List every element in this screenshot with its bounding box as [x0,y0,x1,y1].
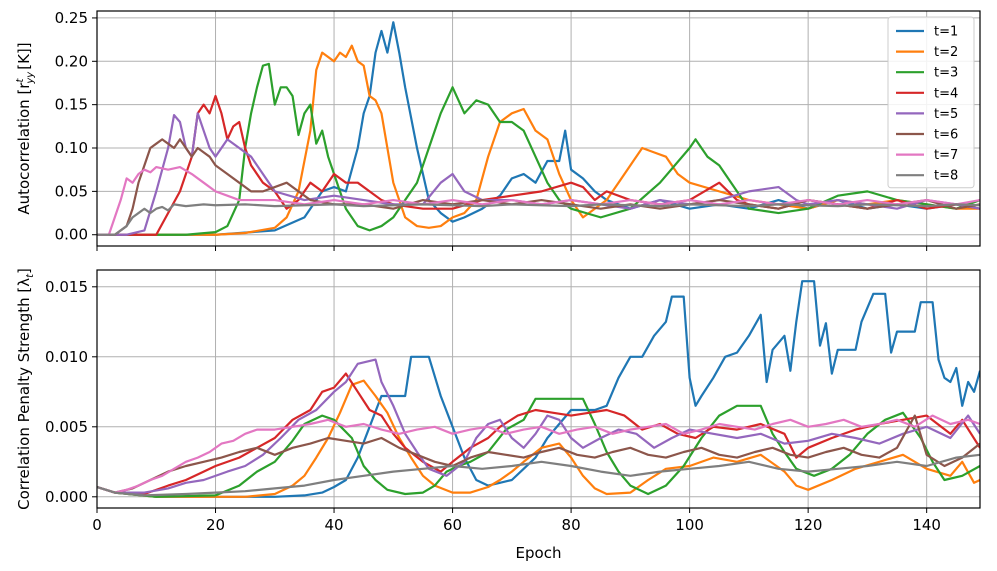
series-line-t=8 [97,453,980,497]
legend-label: t=7 [934,148,958,163]
autocorrelation-panel: 0.00 0.05 0.10 0.15 0.20 0.25 Autocorrelation … [15,9,981,251]
x-tick-label: 120 [794,516,823,534]
y-tick-label: 0.05 [55,182,88,200]
series-line-t=5 [97,358,980,494]
y-tick-label: 0.000 [45,488,88,506]
x-tick-label: 60 [443,516,462,534]
legend-label: t=3 [934,66,958,81]
x-tick-label: 140 [912,516,941,534]
series-line-t=2 [97,44,980,236]
y-tick-label: 0.20 [55,52,88,70]
series-line-t=3 [97,62,980,236]
series-line-t=3 [97,397,980,498]
x-tick-label: 20 [206,516,225,534]
legend-label: t=6 [934,128,958,143]
y-tick-label: 0.00 [55,226,88,244]
series-group [97,21,980,236]
y-tick-label: 0.005 [45,418,88,436]
series-line-t=6 [97,138,980,236]
legend-label: t=5 [934,107,958,122]
y-axis-label: Correlation Penalty Strength [λt] [15,268,36,510]
y-tick-label: 0.010 [45,348,88,366]
x-axis-label: Epoch [516,544,562,562]
y-tick-label: 0.10 [55,139,88,157]
x-tick-label: 80 [562,516,581,534]
y-axis-label: Autocorrelation [rtyy[K]] [15,42,36,214]
series-line-t=7 [97,414,980,494]
x-tick-label: 40 [325,516,344,534]
series-line-t=8 [97,203,980,236]
series-line-t=6 [97,414,980,494]
series-group [97,280,980,498]
legend-label: t=2 [934,45,958,60]
legend-label: t=1 [934,25,958,40]
x-tick-label: 100 [675,516,704,534]
y-tick-label: 0.15 [55,96,88,114]
penalty-strength-panel: 0.000 0.005 0.010 0.015 0 20 40 60 80 100 120 140 Co… [15,268,981,562]
series-line-t=1 [97,280,980,498]
legend-label: t=4 [934,86,958,101]
plot-frame [96,10,981,247]
legend-label: t=8 [934,169,958,184]
y-tick-label: 0.015 [45,278,88,296]
legend-box [887,16,975,189]
x-tick-label: 0 [92,516,102,534]
legend: t=1 t=2 t=3 t=4 t=5 t=6 t=7 t=8 [887,16,975,189]
y-tick-label: 0.25 [55,9,88,27]
series-line-t=4 [97,372,980,496]
plot-frame [96,269,981,509]
